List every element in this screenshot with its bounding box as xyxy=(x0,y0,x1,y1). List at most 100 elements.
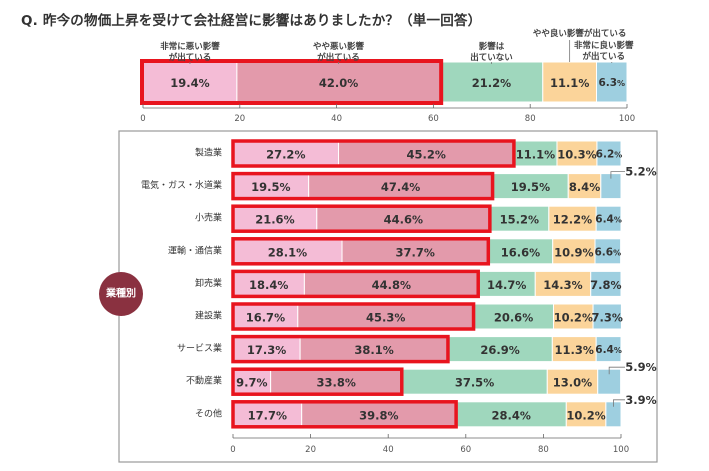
industry-category-label: 製造業 xyxy=(195,147,222,159)
industry-bar-segment xyxy=(455,401,567,428)
industry-group-badge xyxy=(99,272,143,316)
industry-bar-value-label: 6.2% xyxy=(596,149,623,161)
industry-bar-value-label: 28.4% xyxy=(491,408,530,422)
industry-bar-value-label: 14.7% xyxy=(487,278,526,292)
industry-bar-outside-value-label: 3.9% xyxy=(625,393,656,407)
industry-bar-value-label: 21.6% xyxy=(255,213,294,227)
industry-bar-segment xyxy=(270,368,403,395)
industry-bar-value-label: 16.6% xyxy=(501,245,540,259)
industry-bar-outside-value-label: 5.2% xyxy=(625,165,656,179)
industry-bar-segment xyxy=(594,238,622,265)
industry-bar-value-label: 47.4% xyxy=(381,180,420,194)
overall-bar-value-label: 21.2% xyxy=(472,76,511,90)
overall-x-tick-label: 100 xyxy=(619,114,635,124)
industry-bar-value-label: 37.7% xyxy=(395,245,434,259)
industry-bar-value-label: 16.7% xyxy=(246,311,285,325)
industry-bar-segment xyxy=(308,173,494,200)
outside-label-leader xyxy=(613,399,625,407)
industry-bar-segment xyxy=(341,238,489,265)
industry-bar-outside-value-label: 5.9% xyxy=(625,360,656,374)
industry-bar-value-label: 19.5% xyxy=(511,180,550,194)
industry-bar-value-label: 33.8% xyxy=(317,376,356,390)
industry-bar-value-label: 39.8% xyxy=(359,408,398,422)
industry-category-label: 建設業 xyxy=(195,310,222,322)
legend-label: 影響は xyxy=(479,41,505,52)
industry-bar-segment xyxy=(473,303,554,330)
overall-highlight-box xyxy=(140,59,444,105)
industry-bar-value-label: 13.0% xyxy=(553,376,592,390)
overall-bar-value-label: 42.0% xyxy=(319,76,358,90)
industry-bar-segment xyxy=(297,303,475,330)
industry-bar-value-label: 14.3% xyxy=(543,278,582,292)
industry-bar-segment xyxy=(595,205,622,232)
industry-bar-value-label: 18.4% xyxy=(249,278,288,292)
industry-bar-segment xyxy=(303,270,479,297)
legend-label: やや良い影響が出ている xyxy=(533,28,627,39)
industry-bar-segment xyxy=(232,173,310,200)
industry-bar-segment xyxy=(595,336,622,363)
chart-title: Q. 昨今の物価上昇を受けて会社経営に影響はありましたか？（単一回答） xyxy=(21,13,482,29)
industry-bar-value-label: 15.2% xyxy=(500,213,539,227)
overall-x-tick-label: 60 xyxy=(428,114,439,124)
legend-label: 非常に良い影響 xyxy=(574,40,634,51)
legend-label: 出ていない xyxy=(470,52,513,63)
industry-bar-value-label: 11.1% xyxy=(516,148,555,162)
industry-bar-value-label: 10.2% xyxy=(566,408,605,422)
industry-highlight-box xyxy=(231,237,491,266)
industry-bar-value-label: 8.4% xyxy=(569,180,600,194)
industry-bar-value-label: 37.5% xyxy=(455,376,494,390)
industry-x-tick-label: 0 xyxy=(230,445,235,455)
industry-bar-value-label: 11.3% xyxy=(555,343,594,357)
industry-highlight-box xyxy=(231,400,458,429)
industry-bar-value-label: 45.3% xyxy=(366,311,405,325)
overall-bar-value-label: 6.3% xyxy=(598,77,625,89)
industry-category-label: 運輸・通信業 xyxy=(168,244,222,256)
industry-highlight-box xyxy=(231,334,450,364)
overall-bar-value-label: 19.4% xyxy=(170,76,209,90)
industry-group-badge-label: 業種別 xyxy=(105,287,136,300)
industry-bar-value-label: 20.6% xyxy=(494,311,533,325)
industry-x-tick-label: 80 xyxy=(538,445,549,455)
industry-bar-segment xyxy=(548,205,597,232)
outside-label-leader xyxy=(610,171,625,179)
industry-bar-segment xyxy=(596,140,622,167)
industry-bar-value-label: 9.7% xyxy=(236,376,267,390)
industry-category-label: 不動産業 xyxy=(186,375,222,387)
industry-bar-segment xyxy=(513,140,558,167)
industry-highlight-box xyxy=(231,269,480,299)
industry-bar-value-label: 17.3% xyxy=(247,343,286,357)
industry-bar-segment xyxy=(592,303,622,330)
industry-category-label: その他 xyxy=(195,407,222,419)
industry-bar-segment xyxy=(232,336,301,363)
legend-label: が出ている xyxy=(582,51,625,62)
industry-category-label: 小売業 xyxy=(195,212,222,224)
industry-x-tick-label: 20 xyxy=(305,445,316,455)
industry-bar-value-label: 10.3% xyxy=(557,148,596,162)
industry-bar-value-label: 6.6% xyxy=(594,246,621,258)
outside-label-leader xyxy=(608,366,625,375)
industry-bar-segment xyxy=(551,336,597,363)
industry-bar-value-label: 44.8% xyxy=(372,278,411,292)
industry-category-label: 卸売業 xyxy=(195,277,222,289)
industry-highlight-box xyxy=(231,302,476,331)
industry-bar-segment xyxy=(301,401,457,428)
industry-bar-value-label: 27.2% xyxy=(266,148,305,162)
legend-label: やや悪い影響 xyxy=(313,41,365,52)
industry-bar-segment xyxy=(487,238,554,265)
industry-category-label: サービス業 xyxy=(177,342,222,354)
industry-bar-value-label: 45.2% xyxy=(407,148,446,162)
overall-x-tick-label: 0 xyxy=(140,114,145,124)
industry-bar-value-label: 44.6% xyxy=(384,213,423,227)
industry-x-tick-label: 60 xyxy=(460,445,471,455)
industry-bar-value-label: 28.1% xyxy=(268,245,307,259)
industry-bar-value-label: 7.8% xyxy=(590,278,621,292)
industry-bar-segment xyxy=(552,238,596,265)
industry-bar-value-label: 38.1% xyxy=(354,343,393,357)
industry-bar-value-label: 12.2% xyxy=(553,213,592,227)
industry-highlight-box xyxy=(231,204,492,233)
industry-bar-value-label: 26.9% xyxy=(480,343,519,357)
overall-x-tick-label: 80 xyxy=(525,114,536,124)
industry-bar-segment xyxy=(489,205,550,232)
industry-highlight-box xyxy=(231,139,516,168)
